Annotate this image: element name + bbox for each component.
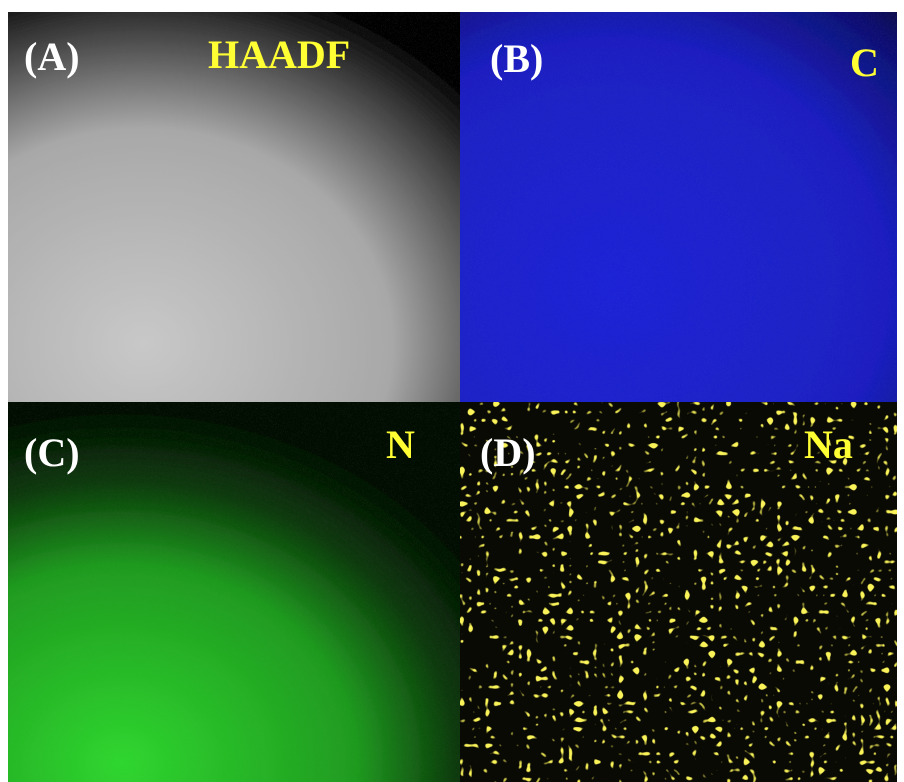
panel-label: (B) [490,36,543,81]
panel-label: (A) [24,34,80,79]
panel-a: (A) HAADF [8,12,460,402]
panel-label: (D) [480,430,536,475]
panel-d: (D) Na [460,402,897,782]
panel-label: (C) [24,430,80,475]
element-label: C [850,40,879,85]
panel-b: (B) C [460,12,897,402]
element-label: Na [804,422,853,467]
figure: (A) HAADF (B) C (C) N (D) Na [0,0,904,782]
panel-c: (C) N [8,402,460,782]
element-label: N [386,422,415,467]
element-label: HAADF [208,32,350,77]
